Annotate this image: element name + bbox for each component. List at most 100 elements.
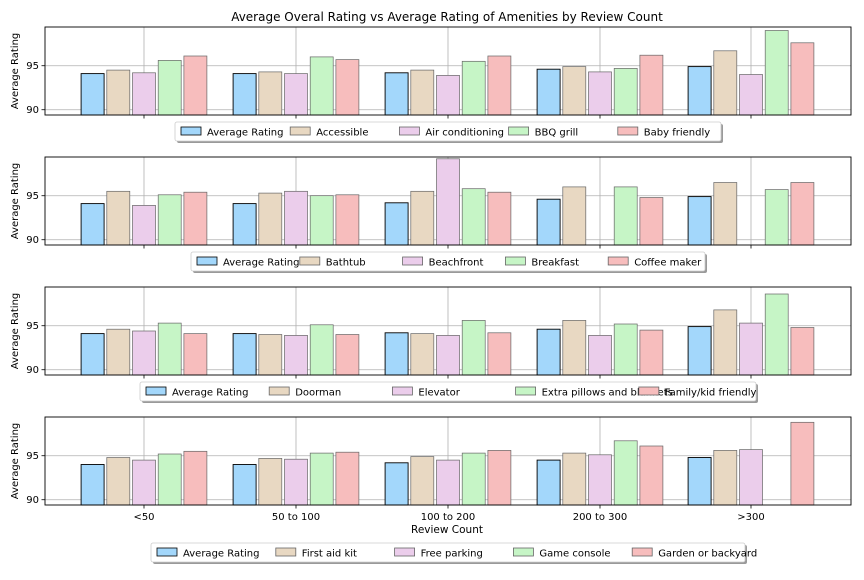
bar-free-parking-0 — [132, 459, 156, 506]
legend-label-doorman: Doorman — [295, 388, 341, 399]
bar-doorman-3 — [562, 320, 587, 376]
bar-bbq-grill-2 — [461, 60, 486, 116]
legend-label-average-rating: Average Rating — [223, 258, 299, 269]
bar-game-console-2 — [461, 452, 486, 506]
bar-average-rating-4 — [687, 326, 712, 376]
bar-average-rating-2 — [384, 72, 409, 116]
bar-baby-friendly-2 — [487, 55, 512, 116]
y-axis-label: Average Rating — [10, 163, 21, 239]
legend-swatch-garden-or-backyard — [631, 547, 653, 557]
legend-label-free-parking: Free parking — [421, 549, 483, 560]
bar-extra-pillows-and-blankets-1 — [309, 324, 334, 376]
legend-swatch-breakfast — [504, 256, 526, 266]
legend-label-elevator: Elevator — [418, 388, 460, 399]
bar-average-rating-3 — [536, 68, 561, 116]
legend-swatch-extra-pillows-and-blankets — [515, 386, 536, 396]
bar-family-kid-friendly-4 — [790, 327, 815, 376]
legend-swatch-game-console — [513, 547, 534, 557]
bar-baby-friendly-0 — [183, 55, 208, 116]
legend: Average Rating Doorman Elevator Extra pillo… — [139, 381, 758, 403]
bar-garden-or-backyard-1 — [335, 451, 360, 506]
bar-average-rating-1 — [232, 203, 257, 246]
bar-breakfast-3 — [613, 186, 638, 246]
legend-swatch-family-kid-friendly — [638, 386, 660, 396]
bar-elevator-2 — [436, 335, 460, 376]
bar-first-aid-kit-2 — [410, 456, 435, 506]
x-tick-label: <50 — [133, 512, 154, 523]
bar-beachfront-1 — [284, 190, 308, 246]
bar-game-console-1 — [309, 452, 334, 506]
legend-label-average-rating: Average Rating — [207, 128, 283, 139]
bar-doorman-0 — [106, 328, 131, 376]
bar-elevator-1 — [284, 335, 308, 376]
x-tick-label: 50 to 100 — [272, 512, 320, 523]
legend-label-family-kid-friendly: Family/kid friendly — [665, 388, 757, 399]
bar-average-rating-2 — [384, 202, 409, 246]
subplot-4: 90 95 <50 50 to 100 100 to 200 200 to 300 >300… — [10, 416, 852, 564]
y-tick-label: 90 — [26, 495, 39, 506]
legend-label-average-rating: Average Rating — [172, 388, 248, 399]
legend-label-bathtub: Bathtub — [326, 258, 366, 269]
bar-accessible-4 — [713, 50, 738, 116]
bar-average-rating-0 — [80, 333, 105, 376]
bar-extra-pillows-and-blankets-3 — [613, 323, 638, 376]
legend-label-first-aid-kit: First aid kit — [302, 549, 357, 560]
bar-average-rating-0 — [80, 203, 105, 246]
y-axis-label: Average Rating — [10, 423, 21, 499]
legend-label-baby-friendly: Baby friendly — [644, 128, 710, 139]
legend-swatch-elevator — [391, 386, 413, 396]
legend-swatch-bathtub — [299, 256, 321, 266]
bar-average-rating-1 — [232, 73, 257, 116]
bar-bbq-grill-0 — [157, 60, 182, 116]
bar-air-conditioning-2 — [436, 75, 460, 116]
bar-average-rating-2 — [384, 332, 409, 376]
legend-swatch-bbq-grill — [508, 126, 530, 136]
bar-family-kid-friendly-2 — [487, 332, 512, 376]
legend-box — [139, 381, 757, 402]
legend-box — [174, 121, 722, 142]
bar-elevator-3 — [588, 335, 612, 376]
y-tick-label: 95 — [26, 61, 39, 72]
bar-elevator-0 — [132, 330, 156, 376]
bar-first-aid-kit-1 — [258, 458, 283, 506]
legend-label-average-rating: Average Rating — [183, 549, 259, 560]
legend-swatch-air-conditioning — [398, 126, 420, 136]
legend-swatch-free-parking — [394, 547, 416, 557]
bar-family-kid-friendly-0 — [183, 333, 208, 376]
bar-family-kid-friendly-3 — [639, 329, 664, 376]
bar-bathtub-4 — [713, 182, 738, 246]
bar-accessible-1 — [258, 71, 283, 116]
bar-garden-or-backyard-4 — [790, 421, 815, 506]
bar-average-rating-4 — [687, 66, 712, 116]
bar-average-rating-3 — [536, 328, 561, 376]
y-tick-label: 90 — [26, 235, 39, 246]
legend-swatch-accessible — [289, 126, 311, 136]
y-tick-label: 95 — [26, 191, 39, 202]
legend-swatch-average-rating — [145, 386, 167, 396]
bar-extra-pillows-and-blankets-0 — [157, 322, 182, 376]
bar-first-aid-kit-3 — [562, 452, 587, 506]
legend-label-accessible: Accessible — [316, 128, 368, 139]
bar-bbq-grill-1 — [309, 56, 334, 116]
bar-accessible-2 — [410, 69, 435, 116]
x-tick-label: 100 to 200 — [421, 512, 476, 523]
bar-air-conditioning-4 — [739, 74, 763, 116]
y-tick-label: 90 — [26, 365, 39, 376]
bar-garden-or-backyard-0 — [183, 450, 208, 506]
legend-swatch-average-rating — [180, 126, 202, 136]
y-axis-label: Average Rating — [10, 293, 21, 369]
bar-doorman-2 — [410, 333, 435, 376]
bar-doorman-4 — [713, 309, 738, 376]
bar-elevator-4 — [739, 322, 763, 376]
bar-baby-friendly-1 — [335, 59, 360, 116]
x-tick-label: 200 to 300 — [573, 512, 628, 523]
y-tick-label: 95 — [26, 321, 39, 332]
bar-breakfast-4 — [764, 189, 789, 246]
bar-garden-or-backyard-3 — [639, 445, 664, 506]
bar-free-parking-3 — [588, 454, 612, 506]
y-tick-label: 95 — [26, 451, 39, 462]
bar-bathtub-0 — [106, 190, 131, 246]
bar-free-parking-4 — [739, 449, 763, 506]
legend-label-coffee-maker: Coffee maker — [634, 258, 702, 269]
